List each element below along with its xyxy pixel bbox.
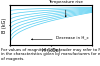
X-axis label: H (kOe): H (kOe): [42, 48, 60, 53]
Y-axis label: B (kG): B (kG): [2, 17, 6, 33]
Text: Temperature rise: Temperature rise: [48, 0, 83, 4]
Text: For values of magnitude, the reader may refer to Figure 3
in the characteristics: For values of magnitude, the reader may …: [1, 48, 100, 61]
Text: Decrease in H_c: Decrease in H_c: [56, 35, 89, 39]
